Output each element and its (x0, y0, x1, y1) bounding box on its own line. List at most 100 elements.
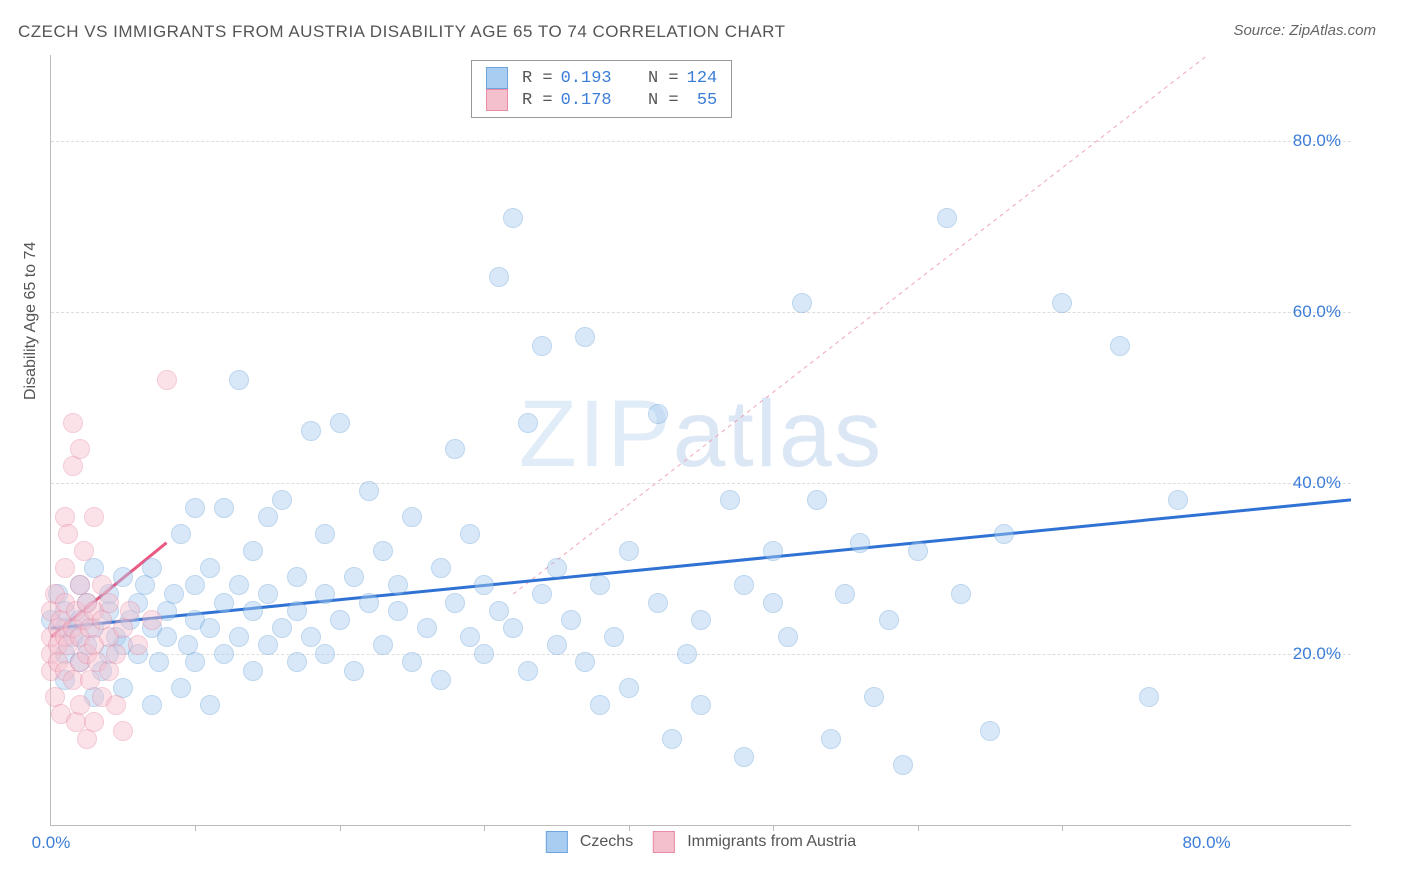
data-point (662, 729, 682, 749)
data-point (63, 456, 83, 476)
data-point (547, 635, 567, 655)
watermark-zip: ZIP (519, 381, 673, 487)
data-point (214, 498, 234, 518)
data-point (1052, 293, 1072, 313)
source-label: Source: ZipAtlas.com (1233, 22, 1376, 39)
n-label: N = (648, 69, 679, 88)
data-point (185, 498, 205, 518)
data-point (417, 618, 437, 638)
data-point (74, 541, 94, 561)
n-value: 124 (687, 69, 718, 88)
legend-stats-box: R = 0.193 N = 124R = 0.178 N = 55 (471, 60, 732, 118)
gridline (51, 654, 1351, 655)
data-point (951, 584, 971, 604)
data-point (200, 558, 220, 578)
data-point (229, 627, 249, 647)
data-point (431, 670, 451, 690)
data-point (807, 490, 827, 510)
data-point (402, 507, 422, 527)
data-point (763, 593, 783, 613)
data-point (55, 558, 75, 578)
data-point (70, 439, 90, 459)
data-point (474, 575, 494, 595)
data-point (301, 627, 321, 647)
gridline (51, 141, 1351, 142)
data-point (561, 610, 581, 630)
data-point (532, 584, 552, 604)
data-point (763, 541, 783, 561)
data-point (994, 524, 1014, 544)
watermark: ZIPatlas (519, 380, 883, 489)
data-point (359, 481, 379, 501)
data-point (503, 208, 523, 228)
data-point (344, 567, 364, 587)
data-point (258, 507, 278, 527)
data-point (272, 490, 292, 510)
data-point (171, 678, 191, 698)
r-label: R = (522, 91, 553, 110)
data-point (460, 627, 480, 647)
y-tick-label: 80.0% (1293, 131, 1341, 151)
data-point (734, 747, 754, 767)
x-tick-label: 0.0% (32, 833, 71, 853)
data-point (879, 610, 899, 630)
data-point (200, 618, 220, 638)
data-point (272, 618, 292, 638)
x-tick (629, 825, 630, 831)
data-point (164, 584, 184, 604)
data-point (547, 558, 567, 578)
data-point (258, 635, 278, 655)
data-point (287, 652, 307, 672)
data-point (315, 524, 335, 544)
data-point (84, 712, 104, 732)
r-value: 0.193 (561, 69, 612, 88)
data-point (835, 584, 855, 604)
data-point (315, 644, 335, 664)
data-point (402, 652, 422, 672)
data-point (619, 678, 639, 698)
x-tick (918, 825, 919, 831)
data-point (908, 541, 928, 561)
data-point (893, 755, 913, 775)
x-tick (195, 825, 196, 831)
data-point (214, 644, 234, 664)
legend-stats-row: R = 0.178 N = 55 (486, 89, 717, 111)
watermark-atlas: atlas (673, 381, 884, 487)
chart-title: CZECH VS IMMIGRANTS FROM AUSTRIA DISABIL… (18, 22, 786, 42)
legend-swatch (486, 89, 508, 111)
data-point (229, 575, 249, 595)
y-axis-label: Disability Age 65 to 74 (22, 242, 40, 400)
data-point (388, 601, 408, 621)
data-point (330, 413, 350, 433)
data-point (720, 490, 740, 510)
n-value: 55 (687, 91, 718, 110)
data-point (113, 721, 133, 741)
r-label: R = (522, 69, 553, 88)
data-point (142, 695, 162, 715)
legend-swatch (653, 831, 675, 853)
data-point (77, 729, 97, 749)
data-point (532, 336, 552, 356)
data-point (373, 635, 393, 655)
legend-item: Immigrants from Austria (653, 831, 856, 853)
x-tick (340, 825, 341, 831)
data-point (677, 644, 697, 664)
data-point (518, 413, 538, 433)
data-point (113, 567, 133, 587)
data-point (575, 652, 595, 672)
data-point (460, 524, 480, 544)
data-point (185, 575, 205, 595)
data-point (258, 584, 278, 604)
data-point (489, 601, 509, 621)
r-value: 0.178 (561, 91, 612, 110)
legend-item: Czechs (546, 831, 633, 853)
data-point (157, 627, 177, 647)
data-point (185, 652, 205, 672)
data-point (792, 293, 812, 313)
data-point (99, 661, 119, 681)
legend-swatch (486, 67, 508, 89)
data-point (135, 575, 155, 595)
data-point (142, 558, 162, 578)
data-point (243, 661, 263, 681)
data-point (431, 558, 451, 578)
